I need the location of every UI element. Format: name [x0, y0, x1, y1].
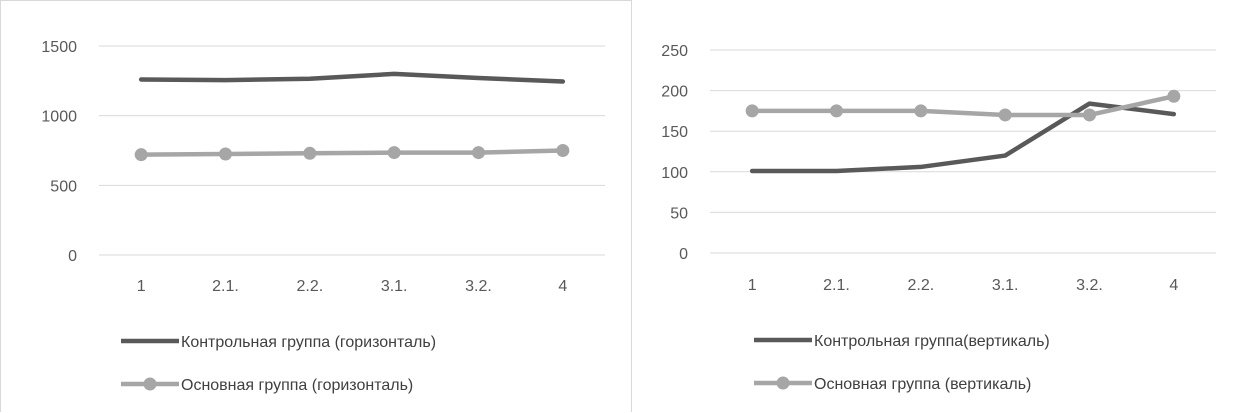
x-tick-label: 2.2.: [296, 278, 323, 295]
series-point-2: [134, 148, 148, 162]
series-point-2: [914, 104, 928, 118]
chart-horizontal: 0 500 1000 1500 1 2.1. 2.2. 3.1. 3.2. 4 Контрольна…: [0, 0, 632, 412]
chart-vertical: 0 50 100 150 200 250 1 2.1. 2.2. 3.1. 3.2. 4 Контрол…: [632, 0, 1234, 412]
series-point-2: [745, 104, 759, 118]
x-tick-label: 2.2.: [907, 277, 934, 294]
y-tick-label: 500: [50, 178, 77, 195]
x-tick-label: 1: [748, 277, 757, 294]
legend-label-2: Основная группа (вертикаль): [814, 376, 1031, 393]
legend-label-1: Контрольная группа (горизонталь): [181, 334, 436, 351]
y-tick-label: 1500: [41, 39, 77, 56]
y-tick-label: 200: [661, 84, 688, 101]
y-tick-label: 150: [661, 124, 688, 141]
series-point-2: [1083, 108, 1096, 122]
chart-horizontal-svg: 0 500 1000 1500 1 2.1. 2.2. 3.1. 3.2. 4 Контрольна…: [41, 39, 605, 394]
series-point-2: [1167, 89, 1181, 103]
legend-label-1: Контрольная группа(вертикаль): [814, 333, 1050, 350]
series-point-2: [219, 147, 232, 161]
y-tick-label: 1000: [41, 109, 77, 126]
series-point-2: [830, 104, 843, 118]
x-tick-label: 3.2.: [465, 278, 492, 295]
legend-marker-2: [143, 377, 157, 391]
series-line-1: [138, 71, 566, 84]
series-line-2: [138, 148, 566, 157]
x-tick-label: 2.1.: [823, 277, 850, 294]
legend-marker-2: [776, 376, 790, 390]
series-point-2: [303, 146, 317, 160]
x-tick-label: 2.1.: [212, 278, 239, 295]
x-tick-label: 3.2.: [1076, 277, 1103, 294]
series-point-2: [556, 144, 570, 157]
y-tick-label: 100: [661, 165, 688, 182]
x-tick-label: 4: [558, 278, 567, 295]
chart-vertical-svg: 0 50 100 150 200 250 1 2.1. 2.2. 3.1. 3.2. 4 Контрол…: [661, 43, 1216, 393]
series-point-2: [387, 146, 401, 160]
y-tick-label: 50: [670, 205, 688, 222]
x-tick-label: 1: [137, 278, 146, 295]
series-point-2: [472, 146, 485, 160]
series-line-1: [749, 101, 1177, 174]
x-tick-label: 3.1.: [381, 278, 408, 295]
y-tick-label: 0: [679, 246, 688, 263]
y-tick-label: 0: [68, 248, 77, 265]
legend-label-2: Основная группа (горизонталь): [181, 377, 413, 394]
x-tick-label: 3.1.: [992, 277, 1019, 294]
series-line-2: [749, 94, 1177, 118]
y-tick-label: 250: [661, 43, 688, 60]
series-point-2: [998, 108, 1012, 122]
x-tick-label: 4: [1169, 277, 1178, 294]
